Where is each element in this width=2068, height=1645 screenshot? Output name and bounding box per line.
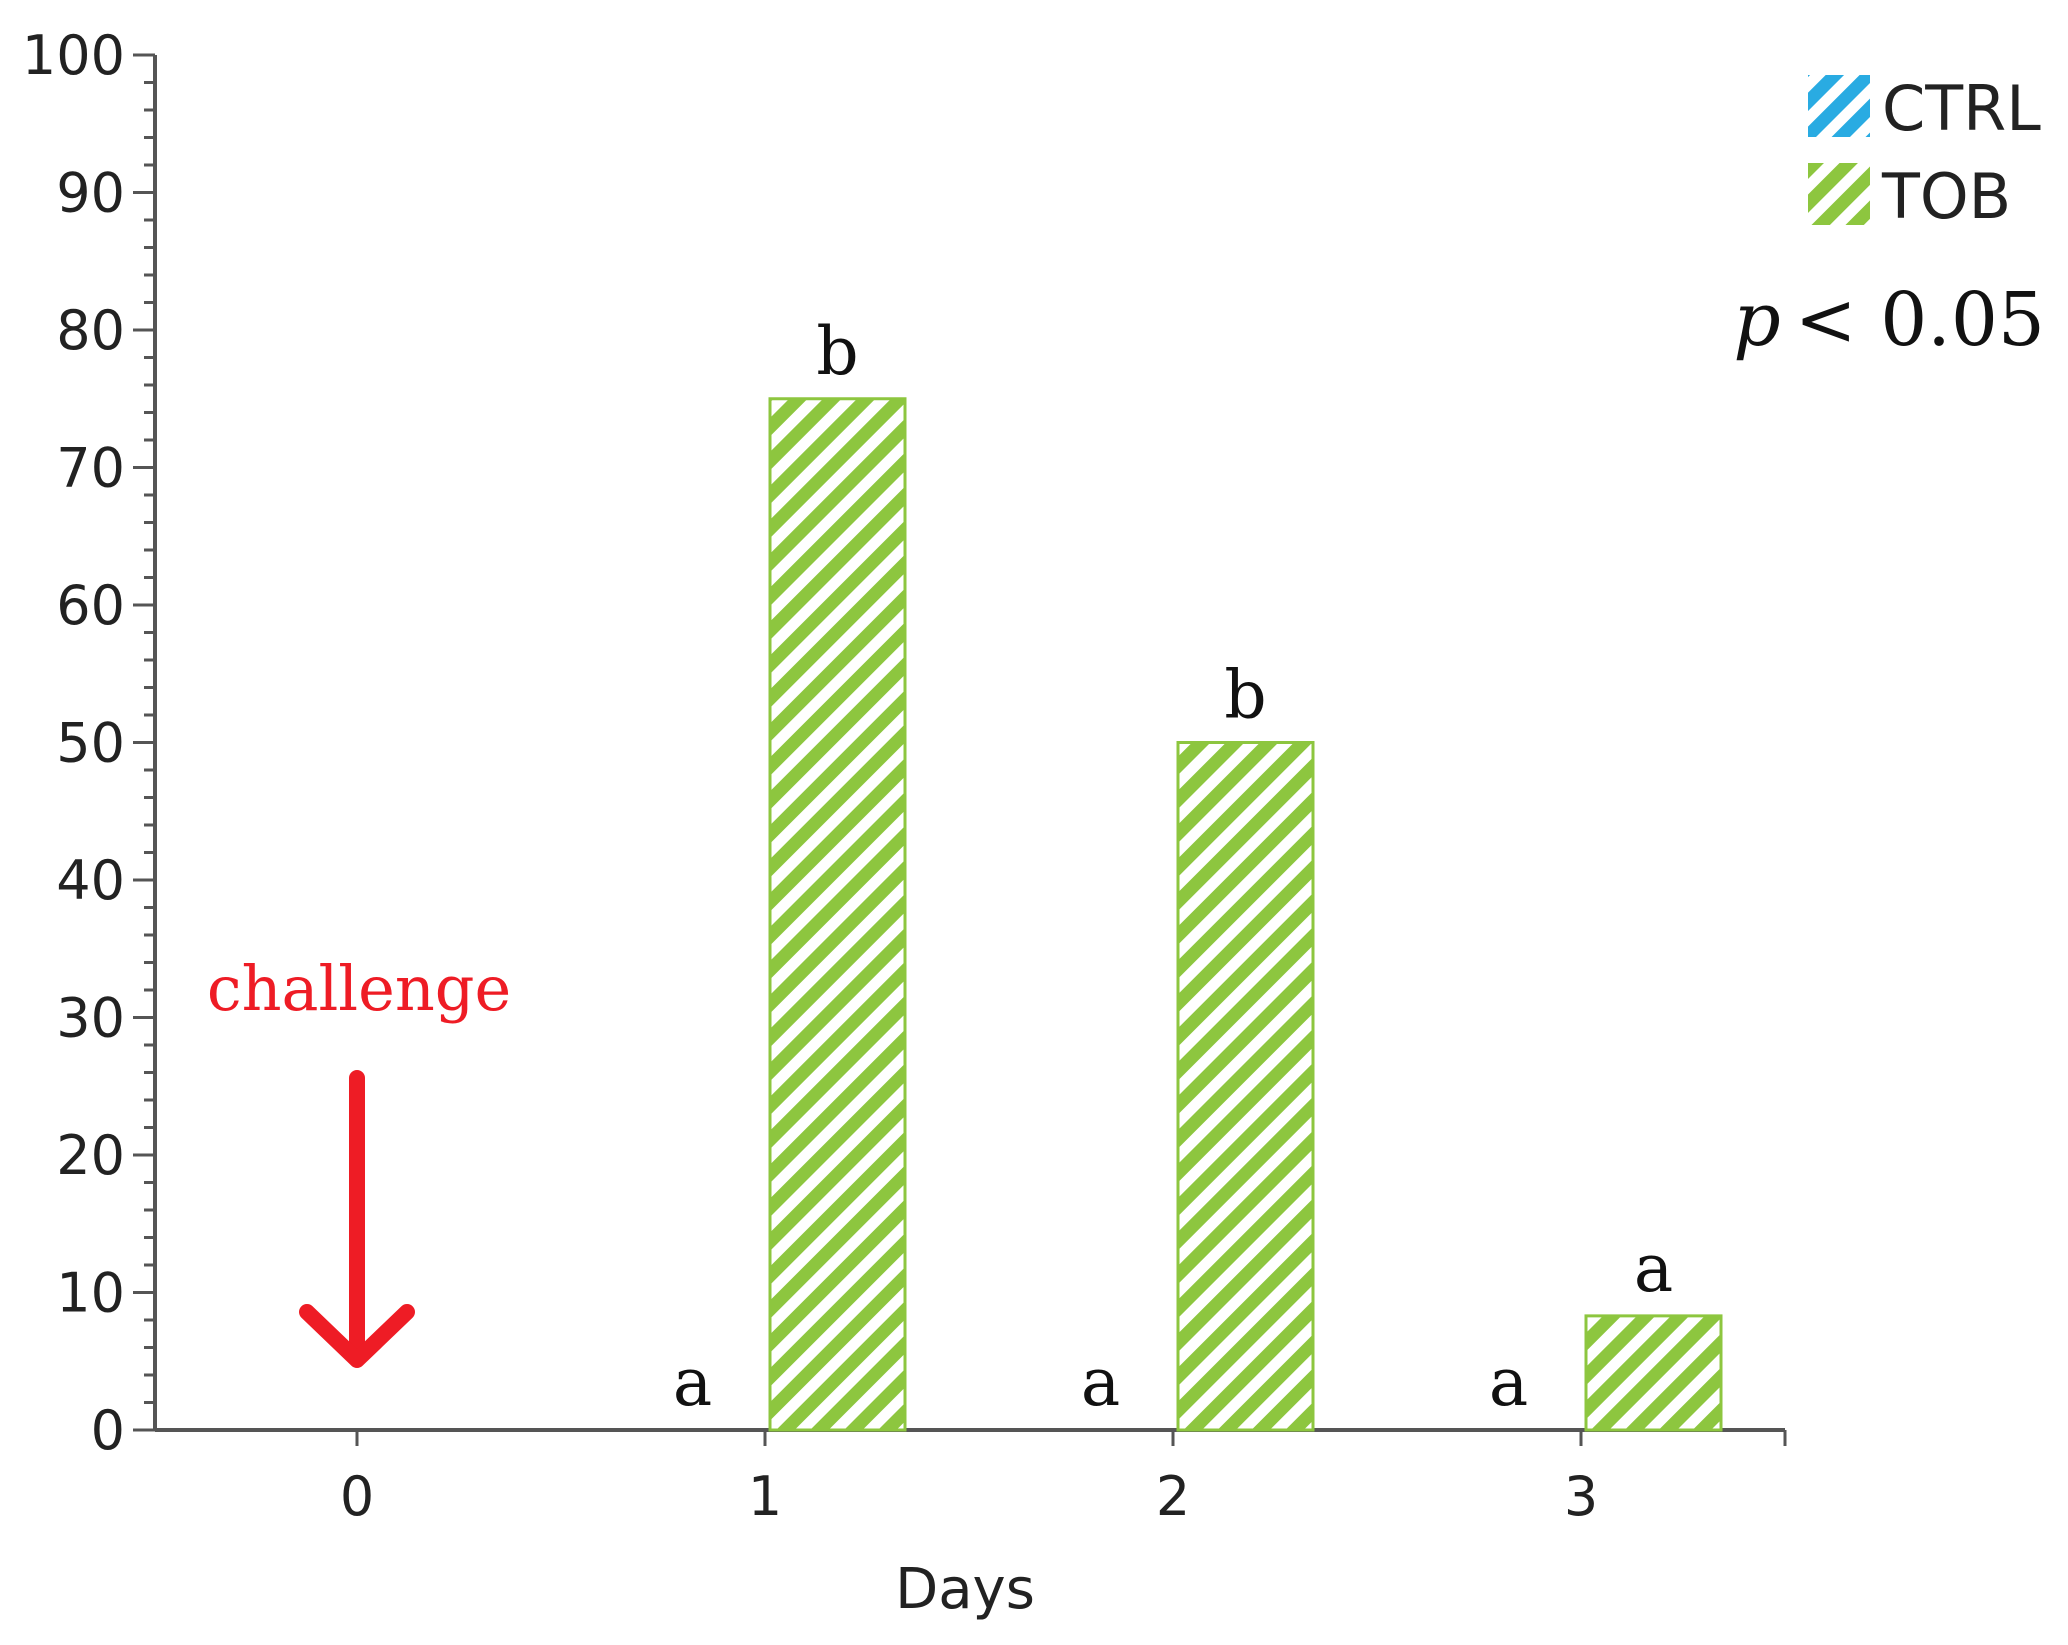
y-tick-label: 100 — [22, 24, 125, 87]
significance-letter: b — [816, 313, 858, 390]
y-tick-label: 80 — [56, 299, 125, 362]
bar-tob-day-3 — [1584, 1314, 1723, 1432]
significance-letter: a — [1489, 1344, 1528, 1421]
bar-tob-day-1 — [768, 397, 907, 1432]
y-tick-label: 10 — [56, 1262, 125, 1325]
y-tick-label: 60 — [56, 574, 125, 637]
p-value-text: < 0.05 — [1795, 277, 2045, 363]
p-value-label: p < 0.05 — [1733, 277, 2045, 363]
y-tick-label: 50 — [56, 712, 125, 775]
significance-letters: a a a b b a — [673, 313, 1673, 1421]
challenge-arrow-head — [299, 1304, 415, 1368]
legend-swatch-tob — [1808, 163, 1870, 225]
significance-letter: a — [673, 1344, 712, 1421]
challenge-label: challenge — [207, 952, 511, 1025]
x-axis-title: Days — [895, 1557, 1035, 1622]
y-tick-label: 40 — [56, 849, 125, 912]
challenge-annotation: challenge — [207, 952, 511, 1368]
p-value-symbol: p — [1733, 277, 1780, 363]
legend-label-tob: TOB — [1881, 160, 2011, 233]
y-tick-label: 30 — [56, 987, 125, 1050]
significance-letter: a — [1081, 1344, 1120, 1421]
x-tick-label: 3 — [1564, 1465, 1598, 1528]
x-axis: 0 1 2 3 — [155, 1428, 1787, 1528]
legend: CTRL TOB — [1808, 72, 2041, 233]
y-axis: 0 10 20 30 40 50 60 70 80 90 100 — [22, 24, 157, 1462]
legend-swatch-ctrl — [1808, 75, 1870, 137]
bar-tob-day-2 — [1176, 741, 1315, 1432]
bars — [768, 397, 1723, 1432]
y-tick-label: 70 — [56, 437, 125, 500]
x-tick-label: 1 — [748, 1465, 782, 1528]
x-tick-label: 2 — [1156, 1465, 1190, 1528]
x-tick-label: 0 — [340, 1465, 374, 1528]
y-tick-label: 20 — [56, 1124, 125, 1187]
y-tick-label: 90 — [56, 162, 125, 225]
legend-label-ctrl: CTRL — [1882, 72, 2041, 145]
y-tick-label: 0 — [91, 1399, 125, 1462]
significance-letter: b — [1224, 657, 1266, 734]
significance-letter: a — [1634, 1230, 1673, 1307]
